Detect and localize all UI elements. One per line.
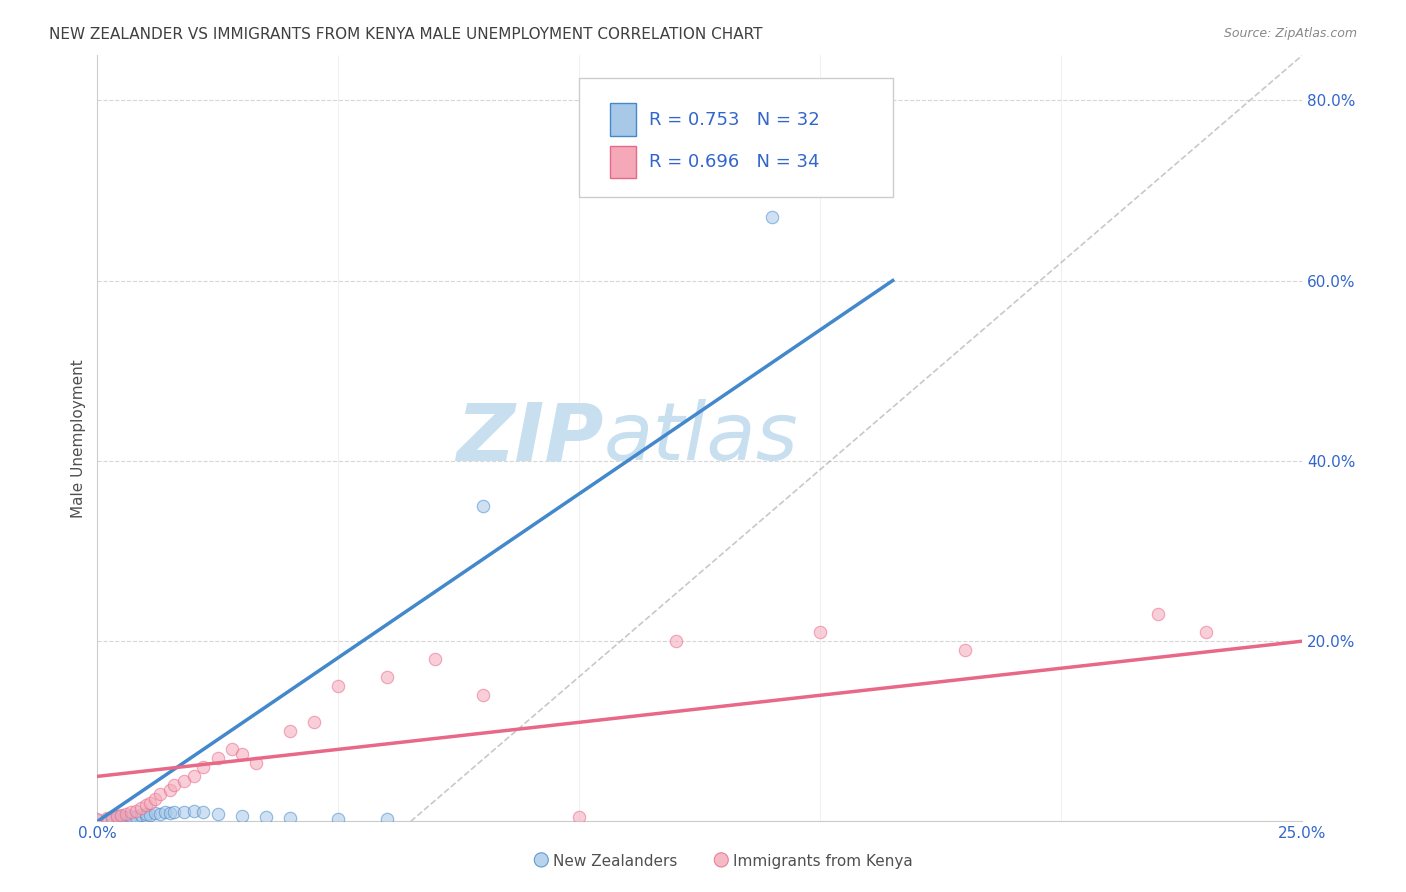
Point xyxy=(120,805,142,820)
Point xyxy=(328,812,350,826)
Point xyxy=(149,788,172,802)
Point xyxy=(96,812,118,826)
Point xyxy=(254,810,277,824)
Point xyxy=(193,805,215,820)
Point xyxy=(245,756,267,770)
Point xyxy=(110,811,132,825)
Text: R = 0.753   N = 32: R = 0.753 N = 32 xyxy=(650,111,820,128)
Point xyxy=(120,811,142,825)
Point xyxy=(328,679,350,693)
Text: ZIP: ZIP xyxy=(456,400,603,477)
Point xyxy=(193,760,215,774)
Point xyxy=(159,806,181,821)
Point xyxy=(125,810,148,824)
Y-axis label: Male Unemployment: Male Unemployment xyxy=(72,359,86,517)
Point xyxy=(423,652,446,666)
Point xyxy=(101,810,124,824)
Point xyxy=(96,811,118,825)
Point xyxy=(183,804,205,818)
Point xyxy=(163,778,186,792)
Text: New Zealanders: New Zealanders xyxy=(553,854,676,869)
Point xyxy=(375,670,398,684)
Point xyxy=(568,810,591,824)
Point xyxy=(231,747,253,761)
FancyBboxPatch shape xyxy=(579,78,893,197)
Point xyxy=(173,805,195,820)
Point xyxy=(129,801,152,815)
Point xyxy=(105,812,128,826)
Point xyxy=(101,813,124,827)
Point xyxy=(115,807,138,822)
Point xyxy=(129,808,152,822)
Point xyxy=(183,769,205,783)
Text: Source: ZipAtlas.com: Source: ZipAtlas.com xyxy=(1223,27,1357,40)
Point xyxy=(304,715,326,730)
Point xyxy=(472,688,495,702)
Point xyxy=(86,812,108,826)
Point xyxy=(665,634,688,648)
Point xyxy=(153,805,176,820)
Point xyxy=(110,808,132,822)
Point xyxy=(1195,625,1218,640)
Point xyxy=(105,809,128,823)
Point xyxy=(810,625,832,640)
Point xyxy=(173,773,195,788)
Point xyxy=(207,807,229,822)
Point xyxy=(1147,607,1170,621)
Point xyxy=(105,810,128,824)
Point xyxy=(139,808,162,822)
Point xyxy=(110,809,132,823)
Text: atlas: atlas xyxy=(603,400,799,477)
Point xyxy=(115,810,138,824)
Point xyxy=(159,783,181,797)
Point xyxy=(278,724,301,739)
Point xyxy=(101,811,124,825)
Point xyxy=(86,813,108,827)
Text: Immigrants from Kenya: Immigrants from Kenya xyxy=(733,854,912,869)
Point xyxy=(143,792,166,806)
Point xyxy=(135,807,157,822)
Point xyxy=(953,643,976,657)
Point xyxy=(472,499,495,513)
Bar xyxy=(610,103,636,136)
Point xyxy=(231,809,253,823)
Point xyxy=(139,797,162,811)
Point xyxy=(149,807,172,822)
Point xyxy=(375,812,398,826)
Point xyxy=(221,742,243,756)
Point xyxy=(120,809,142,823)
Point xyxy=(135,798,157,813)
Point xyxy=(125,804,148,818)
Point xyxy=(135,809,157,823)
Point xyxy=(143,806,166,821)
Point xyxy=(207,751,229,765)
Text: R = 0.696   N = 34: R = 0.696 N = 34 xyxy=(650,153,820,170)
Text: NEW ZEALANDER VS IMMIGRANTS FROM KENYA MALE UNEMPLOYMENT CORRELATION CHART: NEW ZEALANDER VS IMMIGRANTS FROM KENYA M… xyxy=(49,27,762,42)
Point xyxy=(761,211,783,225)
Point xyxy=(278,811,301,825)
Point xyxy=(163,805,186,819)
Bar xyxy=(610,145,636,178)
